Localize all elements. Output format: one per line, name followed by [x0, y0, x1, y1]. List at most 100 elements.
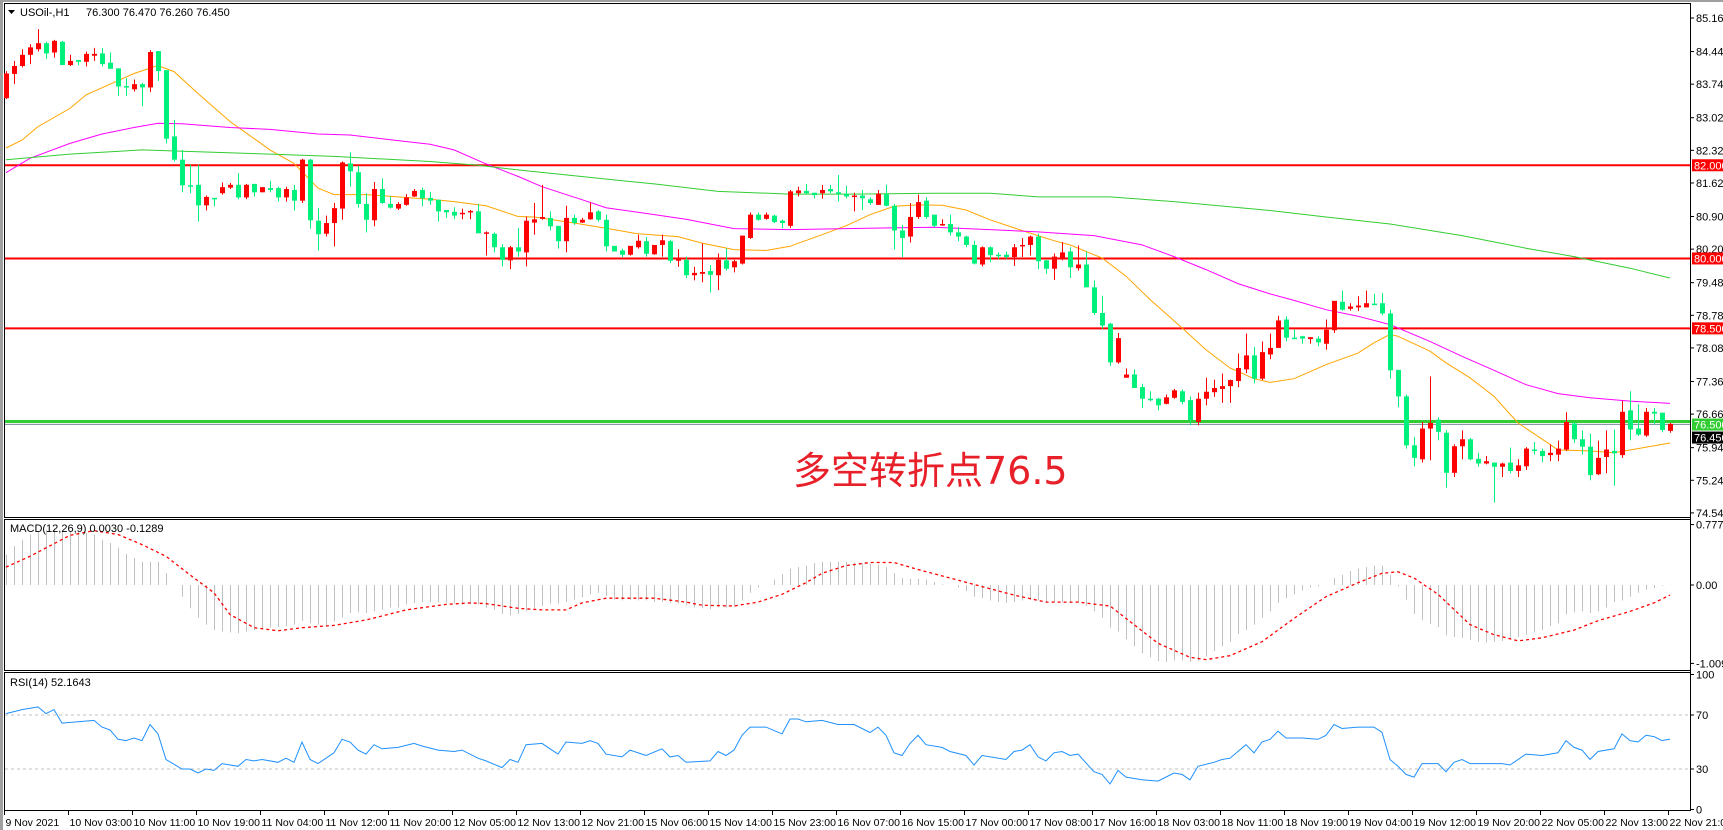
candle — [812, 192, 817, 199]
candle — [4, 71, 9, 100]
candle — [1220, 373, 1225, 403]
candle — [1372, 293, 1377, 306]
candle — [1580, 430, 1585, 455]
candle — [724, 248, 729, 271]
candle — [1508, 447, 1513, 474]
candle-body — [812, 192, 817, 196]
candle — [860, 189, 865, 210]
candle — [1532, 442, 1537, 455]
candle-body — [1468, 439, 1473, 460]
candle — [1460, 430, 1465, 460]
candle-body — [1284, 319, 1289, 338]
candle-body — [316, 220, 321, 235]
candle-body — [780, 220, 785, 224]
candle-body — [244, 184, 249, 198]
candle — [1572, 422, 1577, 443]
candle-body — [1508, 462, 1513, 471]
candle-body — [1452, 446, 1457, 473]
time-tick-label: 22 Nov 05:00 — [1542, 817, 1605, 829]
level-price-tag — [1692, 252, 1723, 265]
candle-body — [1060, 252, 1065, 258]
candle — [1060, 242, 1065, 261]
candle — [1588, 433, 1593, 481]
candle-body — [180, 159, 185, 186]
candle — [772, 214, 777, 224]
candle-body — [1460, 439, 1465, 447]
candle-body — [540, 216, 545, 219]
candle — [1468, 437, 1473, 461]
candle — [1636, 404, 1641, 437]
candle — [452, 207, 457, 220]
candle-body — [716, 259, 721, 276]
candle-body — [380, 189, 385, 204]
candle — [300, 158, 305, 204]
candle — [596, 209, 601, 222]
candle — [52, 39, 57, 58]
candle — [628, 245, 633, 256]
candle-body — [252, 183, 257, 193]
candle-body — [940, 223, 945, 226]
candle-body — [700, 271, 705, 274]
candle — [1212, 379, 1217, 397]
rsi-tick-label: 70 — [1696, 710, 1708, 722]
candle-body — [908, 216, 913, 237]
candle — [844, 185, 849, 199]
moving-average-line — [5, 64, 1671, 454]
candle-body — [476, 211, 481, 234]
candle — [540, 184, 545, 220]
candle — [940, 219, 945, 226]
candle — [876, 189, 881, 205]
candle-body — [1484, 461, 1489, 464]
level-price-tag-label: 78.500 — [1694, 323, 1723, 335]
candle — [180, 149, 185, 193]
candle — [220, 182, 225, 195]
candle-body — [356, 172, 361, 204]
candle — [1156, 397, 1161, 411]
dropdown-triangle-icon[interactable] — [8, 10, 15, 14]
candle — [420, 187, 425, 207]
candle — [820, 184, 825, 199]
candle-body — [612, 245, 617, 252]
candle-body — [756, 214, 761, 220]
price-tick-label: 85.160 — [1696, 13, 1723, 25]
time-tick-label: 17 Nov 16:00 — [1094, 817, 1157, 829]
candle-body — [292, 189, 297, 201]
level-price-tag — [1692, 418, 1723, 431]
candle-body — [404, 197, 409, 205]
candle-body — [1396, 369, 1401, 397]
candle — [988, 246, 993, 263]
candle — [780, 219, 785, 229]
time-tick-label: 11 Nov 12:00 — [326, 817, 388, 829]
level-price-tag — [1692, 322, 1723, 335]
candle-body — [1092, 287, 1097, 313]
candle-body — [212, 197, 217, 200]
candle-body — [844, 193, 849, 197]
candle-body — [108, 62, 113, 69]
candle — [1004, 251, 1009, 259]
rsi-title: RSI(14) 52.1643 — [10, 677, 91, 689]
time-tick-label: 11 Nov 20:00 — [390, 817, 452, 829]
candle-body — [1052, 256, 1057, 269]
level-price-tag-label: 76.500 — [1694, 420, 1723, 432]
candle — [92, 47, 97, 61]
candle — [1188, 396, 1193, 426]
candle — [836, 175, 841, 202]
candle-body — [388, 203, 393, 208]
candle-body — [1500, 463, 1505, 467]
candle — [1340, 290, 1345, 311]
candle-body — [1516, 465, 1521, 471]
candle-body — [740, 235, 745, 264]
candle — [1084, 251, 1089, 288]
candle-body — [1252, 355, 1257, 379]
price-tick-label: 76.660 — [1696, 409, 1723, 421]
candle — [124, 78, 129, 96]
price-pane[interactable] — [4, 3, 1691, 518]
candle — [972, 240, 977, 265]
candle — [868, 197, 873, 205]
time-tick-label: 10 Nov 19:00 — [198, 817, 261, 829]
candle — [468, 209, 473, 220]
time-tick-label: 12 Nov 13:00 — [518, 817, 581, 829]
candle — [1404, 394, 1409, 449]
candle-body — [4, 73, 9, 99]
